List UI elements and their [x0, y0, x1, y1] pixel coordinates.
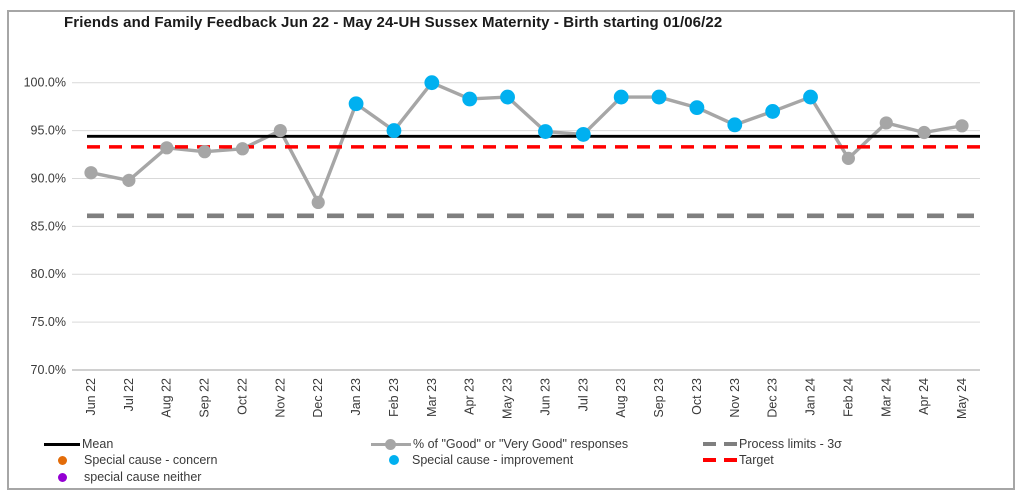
svg-text:May 24: May 24: [955, 378, 969, 419]
svg-text:Apr 23: Apr 23: [463, 378, 477, 415]
svg-text:Jan 23: Jan 23: [349, 378, 363, 416]
svg-text:Aug 23: Aug 23: [614, 378, 628, 418]
svg-text:Oct 22: Oct 22: [235, 378, 249, 415]
svg-text:Jun 22: Jun 22: [84, 378, 98, 416]
svg-text:Sep 22: Sep 22: [198, 378, 212, 418]
legend-label-target: Target: [739, 453, 774, 467]
legend-label-improvement: Special cause - improvement: [412, 453, 574, 467]
improvement-dot-icon: [389, 455, 399, 465]
legend-item-special-cause-neither: special cause neither: [44, 470, 201, 484]
svg-text:90.0%: 90.0%: [31, 171, 66, 185]
svg-text:Aug 22: Aug 22: [160, 378, 174, 418]
legend-item-target: Target: [703, 453, 774, 467]
svg-text:Mar 23: Mar 23: [425, 378, 439, 417]
legend-item-series: % of "Good" or "Very Good" responses: [371, 437, 628, 451]
svg-text:100.0%: 100.0%: [24, 76, 66, 90]
chart-frame: [7, 10, 1015, 490]
chart-title: Friends and Family Feedback Jun 22 - May…: [64, 14, 723, 31]
svg-text:Dec 23: Dec 23: [766, 378, 780, 418]
svg-text:80.0%: 80.0%: [31, 267, 66, 281]
svg-text:Apr 24: Apr 24: [917, 378, 931, 415]
target-swatch: [703, 458, 737, 462]
svg-text:Feb 24: Feb 24: [841, 378, 855, 417]
svg-text:85.0%: 85.0%: [31, 219, 66, 233]
legend-item-process-limits: Process limits - 3σ: [703, 437, 842, 451]
series-line-swatch: [371, 438, 411, 450]
svg-text:May 23: May 23: [501, 378, 515, 419]
legend-item-special-cause-improvement: Special cause - improvement: [371, 453, 573, 467]
legend-label-mean: Mean: [82, 437, 114, 451]
legend-item-mean: Mean: [44, 437, 113, 451]
legend-label-concern: Special cause - concern: [84, 453, 218, 467]
svg-text:Jun 23: Jun 23: [538, 378, 552, 416]
legend-item-special-cause-concern: Special cause - concern: [44, 453, 217, 467]
svg-text:Feb 23: Feb 23: [387, 378, 401, 417]
legend-label-limits: Process limits - 3σ: [739, 437, 842, 451]
svg-text:Sep 23: Sep 23: [652, 378, 666, 418]
svg-text:75.0%: 75.0%: [31, 315, 66, 329]
svg-text:70.0%: 70.0%: [31, 363, 66, 377]
legend-label-series: % of "Good" or "Very Good" responses: [413, 437, 629, 451]
svg-text:Dec 22: Dec 22: [311, 378, 325, 418]
svg-text:95.0%: 95.0%: [31, 124, 66, 138]
svg-text:Oct 23: Oct 23: [690, 378, 704, 415]
svg-text:Jul 22: Jul 22: [122, 378, 136, 411]
svg-text:Nov 22: Nov 22: [273, 378, 287, 418]
svg-text:Mar 24: Mar 24: [879, 378, 893, 417]
mean-line-swatch: [44, 442, 82, 446]
neither-dot-icon: [58, 472, 67, 482]
concern-dot-icon: [58, 455, 67, 465]
svg-text:Jan 24: Jan 24: [804, 378, 818, 416]
svg-text:Nov 23: Nov 23: [728, 378, 742, 418]
legend-label-neither: special cause neither: [84, 470, 202, 484]
process-limits-swatch: [703, 442, 737, 446]
svg-text:Jul 23: Jul 23: [576, 378, 590, 411]
